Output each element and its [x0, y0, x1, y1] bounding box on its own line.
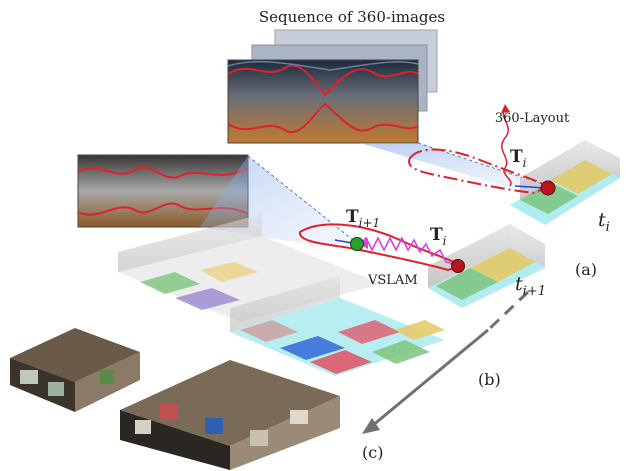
model-left-floor — [10, 328, 140, 382]
room-yellow-ti1 — [470, 248, 535, 282]
room-red-g2 — [338, 320, 400, 344]
model-right-panel-2 — [160, 404, 178, 420]
label-pose-lower: Ti — [430, 225, 447, 248]
pose-marker-lower — [451, 259, 465, 273]
room-green-ti — [520, 182, 578, 214]
layout-arrow-squiggle — [501, 107, 512, 187]
label-pose-upper: Ti — [510, 147, 527, 170]
floorplan-ti — [510, 140, 620, 225]
panorama-current — [227, 59, 419, 144]
wall-global-back — [118, 214, 262, 272]
label-360-layout: 360-Layout — [495, 111, 570, 126]
label-panel-a: (a) — [575, 260, 597, 279]
label-panel-b: (b) — [478, 370, 501, 389]
room-yellow-ti — [550, 160, 612, 194]
pose-marker-upper — [540, 180, 556, 196]
label-pose-next: Ti+1 — [346, 207, 380, 230]
model-right-panel-4 — [250, 430, 268, 446]
layout-left-ceiling — [77, 166, 249, 179]
vslam-arrow-head — [360, 238, 368, 249]
model-right-floor — [120, 360, 340, 446]
textured-model — [10, 328, 340, 470]
room-yellow-g1 — [200, 262, 258, 282]
model-left-window-2 — [48, 382, 64, 396]
arrow-bc — [371, 328, 489, 428]
layout-ceiling-boundary — [227, 64, 419, 97]
pose-marker-next — [350, 237, 364, 251]
wall-ti-side — [585, 140, 620, 178]
label-time-i: ti — [598, 209, 610, 235]
figure-title: Sequence of 360-images — [259, 8, 445, 26]
room-purple-g — [175, 288, 240, 310]
floorplan-global — [118, 214, 445, 376]
room-yellow-g2 — [395, 320, 445, 340]
layout-edge-prev — [227, 61, 419, 71]
model-right-panel-3 — [205, 418, 223, 434]
panorama-stack — [227, 29, 438, 144]
room-blue-g — [280, 336, 345, 360]
model-right-side — [230, 396, 340, 470]
projection-beam-upper — [360, 143, 548, 186]
model-left-window-1 — [20, 370, 38, 384]
room-green-g1 — [140, 272, 200, 294]
room-pink-g — [240, 320, 298, 342]
layout-left-floor — [77, 202, 249, 216]
layout-arrow-head — [501, 104, 510, 113]
wall-global-lower-back — [230, 276, 340, 332]
arrow-bc-head — [362, 418, 380, 434]
room-red-g1 — [310, 350, 372, 374]
model-right-panel-1 — [135, 420, 151, 434]
wall-ti1-back — [428, 224, 510, 288]
label-vslam: VSLAM — [367, 273, 418, 288]
pose-axis-upper — [514, 185, 546, 189]
model-left-door — [100, 370, 114, 384]
room-green-g2 — [372, 340, 430, 364]
floorplan-ti1 — [428, 224, 545, 308]
room-green-ti1 — [436, 268, 498, 300]
arrow-dashed-ab — [486, 290, 530, 332]
label-panel-c: (c) — [362, 443, 383, 462]
wall-ti1-side — [510, 224, 545, 268]
vslam-trajectory — [359, 236, 456, 265]
label-time-i1: ti+1 — [515, 273, 546, 299]
layout-floor-boundary — [227, 102, 419, 134]
wall-ti-back — [520, 140, 585, 200]
model-right-panel-5 — [290, 410, 308, 424]
